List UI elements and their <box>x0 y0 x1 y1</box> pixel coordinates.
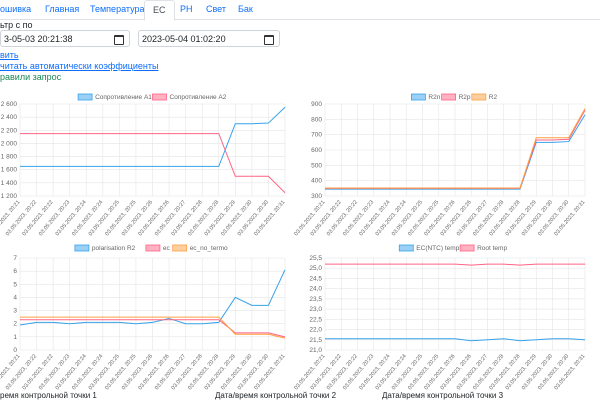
y-tick-label: 21,0 <box>309 347 322 354</box>
date-from-text: 3-05-03 20:21:38 <box>4 34 73 44</box>
legend-label: R2n <box>428 94 440 101</box>
status: равили запрос <box>0 72 62 82</box>
date-to-text: 2023-05-04 01:02:20 <box>142 34 226 44</box>
legend-label: R2p <box>459 94 471 101</box>
x-tick-label: 03.05.2023, 20:31 <box>253 353 286 391</box>
tab[interactable]: ошивка <box>0 4 32 14</box>
footer-label: Дата/время контрольной точки 2 <box>215 391 337 400</box>
tab[interactable]: Главная <box>45 4 80 14</box>
legend-label: Сопротивление A1 <box>95 94 152 101</box>
legend-label: R2 <box>489 94 498 101</box>
y-tick-label: 1 200 <box>1 193 18 200</box>
tab-bar: ошивка Главная Температура EC PH Свет Ба… <box>0 0 600 21</box>
series-line <box>325 338 586 342</box>
legend-label: Сопротивление A2 <box>170 94 227 101</box>
y-tick-label: 2 600 <box>1 101 18 108</box>
series-line <box>20 133 286 194</box>
date-from[interactable]: 3-05-03 20:21:38 <box>0 30 130 47</box>
legend-swatch <box>77 93 93 101</box>
tab[interactable]: Свет <box>206 4 227 14</box>
tab[interactable]: PH <box>180 4 193 14</box>
legend-label: ec_no_termo <box>190 245 228 252</box>
tab-active[interactable]: EC <box>144 0 175 21</box>
y-tick-label: 1 400 <box>1 180 18 187</box>
legend-swatch <box>398 244 414 252</box>
y-tick-label: 800 <box>311 116 322 123</box>
tab[interactable]: Температура <box>90 4 145 14</box>
footer-label: ремя контрольной точки 1 <box>0 391 97 400</box>
y-tick-label: 600 <box>311 147 322 154</box>
x-tick-label: 03.05.2023, 20:31 <box>553 353 586 391</box>
y-tick-label: 24,0 <box>309 286 322 293</box>
legend-swatch <box>471 93 487 101</box>
x-tick-label: 03.05.2023, 20:31 <box>253 199 286 237</box>
link[interactable]: вить <box>0 50 19 60</box>
series-line <box>20 319 286 338</box>
y-tick-label: 1 <box>13 334 17 341</box>
legend-swatch <box>74 244 90 252</box>
calendar-icon[interactable] <box>264 35 274 45</box>
y-tick-label: 2 400 <box>1 114 18 121</box>
legend-label: polarisation R2 <box>92 245 136 252</box>
y-tick-label: 23,5 <box>309 296 322 303</box>
y-tick-label: 500 <box>311 162 322 169</box>
legend-swatch <box>172 244 188 252</box>
y-tick-label: 300 <box>311 193 322 200</box>
series-line <box>20 316 286 339</box>
y-tick-label: 1 600 <box>1 167 18 174</box>
legend-swatch <box>152 93 167 101</box>
y-tick-label: 25,5 <box>309 255 322 262</box>
y-tick-label: 900 <box>311 101 322 108</box>
y-tick-label: 24,5 <box>309 275 322 282</box>
footer-label: Дата/время контрольной точки 3 <box>382 391 504 400</box>
y-tick-label: 21,5 <box>309 337 322 344</box>
y-tick-label: 4 <box>13 294 17 301</box>
y-tick-label: 2 000 <box>1 140 18 147</box>
series-line <box>325 108 586 189</box>
series-line <box>325 114 586 190</box>
y-tick-label: 7 <box>13 255 17 262</box>
series-line <box>19 269 286 326</box>
y-tick-label: 1 800 <box>1 154 18 161</box>
legend-label: Root temp <box>477 245 507 252</box>
legend-swatch <box>145 244 161 252</box>
tab[interactable]: Бак <box>238 4 253 14</box>
legend-swatch <box>410 93 426 101</box>
legend-swatch <box>459 244 475 252</box>
y-tick-label: 700 <box>311 132 322 139</box>
x-tick-label: 03.05.2023, 20:31 <box>553 199 586 237</box>
series-line <box>325 263 585 266</box>
filter-label: ьтр с по <box>0 20 33 30</box>
y-tick-label: 22,5 <box>309 316 322 323</box>
legend-label: EC(NTC) temp <box>416 245 459 252</box>
date-to[interactable]: 2023-05-04 01:02:20 <box>138 30 280 47</box>
y-tick-label: 3 <box>13 308 17 315</box>
y-tick-label: 25,0 <box>309 265 322 272</box>
y-tick-label: 23,0 <box>309 306 322 313</box>
y-tick-label: 400 <box>311 178 322 185</box>
legend-swatch <box>441 93 457 101</box>
link[interactable]: читать автоматически коэффициенты <box>0 61 159 71</box>
y-tick-label: 6 <box>13 268 17 275</box>
y-tick-label: 2 <box>13 321 17 328</box>
legend-label: ec <box>163 245 171 252</box>
y-tick-label: 0 <box>13 347 17 354</box>
y-tick-label: 22,0 <box>309 327 322 334</box>
series-line <box>20 106 286 167</box>
calendar-icon[interactable] <box>114 35 124 45</box>
y-tick-label: 2 200 <box>1 127 18 134</box>
y-tick-label: 5 <box>13 281 17 288</box>
